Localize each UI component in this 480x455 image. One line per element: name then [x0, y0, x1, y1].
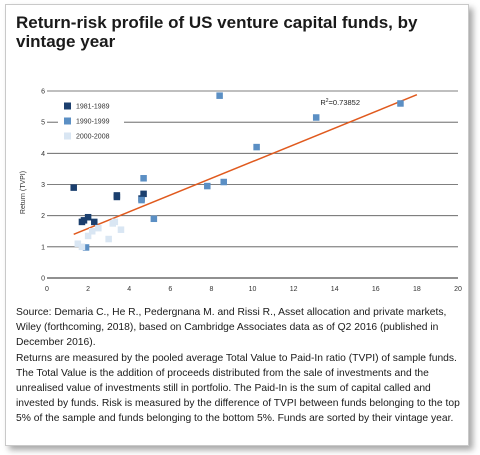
- r-squared-letter: R: [320, 98, 326, 107]
- grid-lines: [47, 90, 458, 248]
- point-2000-2008-7: [117, 226, 125, 233]
- x-tick-label-0: 0: [45, 286, 49, 293]
- legend: 1981-1989 1990-1999 2000-2008: [58, 97, 124, 145]
- y-tick-label-1: 1: [41, 244, 45, 251]
- y-tick-labels: 0 1 2 3 4 5 6: [41, 89, 45, 283]
- x-tick-label-2: 2: [86, 286, 90, 293]
- point-1990-1999-8: [312, 114, 320, 121]
- r-squared-superscript: 2: [326, 98, 329, 104]
- note-text: Returns are measured by the pooled avera…: [16, 352, 460, 425]
- legend-swatch-1990-1999: [64, 117, 71, 125]
- point-2000-2008-2: [84, 232, 92, 240]
- x-tick-label-10: 10: [249, 286, 257, 293]
- point-1990-1999-7: [253, 143, 260, 151]
- point-1990-1999-4: [204, 182, 211, 190]
- point-1981-1989-8: [140, 190, 147, 198]
- source-text: Source: Demaria C., He R., Pedergnana M.…: [16, 307, 447, 349]
- data-points: [70, 92, 404, 251]
- point-2000-2008-1: [78, 243, 86, 251]
- legend-swatch-1981-1989: [64, 102, 71, 110]
- x-tick-label-4: 4: [127, 286, 131, 293]
- legend-label-1990-1999: 1990-1999: [76, 119, 110, 126]
- chart-card: Return-risk profile of US venture capita…: [5, 4, 469, 446]
- point-2000-2008-4: [95, 224, 102, 232]
- x-tick-label-18: 18: [413, 286, 421, 293]
- y-tick-label-2: 2: [41, 213, 45, 220]
- point-1981-1989-0: [70, 184, 77, 191]
- x-tick-label-14: 14: [331, 286, 339, 293]
- point-1981-1989-2: [80, 217, 88, 224]
- point-1990-1999-9: [397, 100, 404, 107]
- x-tick-label-16: 16: [372, 286, 380, 293]
- point-1990-1999-1: [140, 175, 147, 182]
- point-1990-1999-3: [150, 215, 158, 223]
- chart-notes: Source: Demaria C., He R., Pedergnana M.…: [16, 305, 464, 427]
- legend-label-1981-1989: 1981-1989: [76, 104, 110, 111]
- y-tick-label-0: 0: [41, 276, 45, 283]
- legend-label-2000-2008: 2000-2008: [76, 134, 110, 141]
- point-2000-2008-3: [88, 228, 96, 235]
- point-2000-2008-5: [105, 235, 112, 243]
- x-tick-label-12: 12: [290, 286, 298, 293]
- y-tick-label-6: 6: [41, 89, 45, 96]
- r-squared-value: =0.73852: [329, 98, 361, 107]
- x-tick-labels: 0 2 4 6 8 10 12 14 16 18 20: [45, 286, 462, 293]
- x-tick-label-6: 6: [168, 286, 172, 293]
- point-1990-1999-6: [220, 178, 227, 186]
- r-squared-label: R2=0.73852: [320, 98, 360, 107]
- legend-swatch-2000-2008: [64, 132, 71, 140]
- y-tick-label-4: 4: [41, 151, 45, 158]
- point-2000-2008-0: [74, 240, 82, 247]
- y-axis-label: Return (TVPI): [20, 171, 27, 214]
- trend-line: [73, 94, 418, 236]
- y-tick-label-3: 3: [41, 182, 45, 189]
- point-1990-1999-0: [82, 244, 90, 251]
- chart-title: Return-risk profile of US venture capita…: [16, 13, 418, 51]
- x-tick-label-8: 8: [209, 286, 213, 293]
- point-1981-1989-4: [91, 218, 98, 226]
- x-tick-label-20: 20: [454, 286, 462, 293]
- point-1981-1989-3: [84, 213, 92, 221]
- point-1990-1999-5: [216, 92, 223, 99]
- point-1981-1989-6: [113, 193, 121, 201]
- point-2000-2008-8: [111, 218, 119, 226]
- point-1990-1999-2: [138, 196, 145, 204]
- y-tick-label-5: 5: [41, 120, 45, 127]
